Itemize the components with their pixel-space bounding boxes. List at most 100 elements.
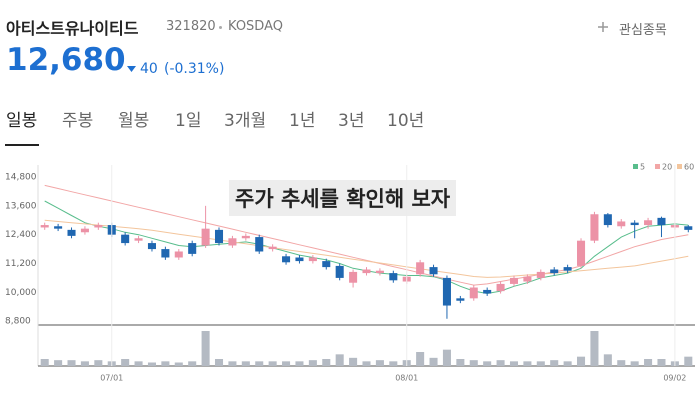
volume-bar — [456, 359, 465, 366]
candle-body — [268, 246, 277, 250]
candle-body — [603, 214, 612, 226]
candle-body — [295, 257, 304, 262]
candle-body — [161, 249, 170, 258]
legend-swatch — [633, 164, 638, 169]
volume-bar — [523, 361, 532, 366]
candle-body — [509, 277, 519, 284]
candle-body — [335, 265, 344, 278]
tab[interactable]: 10년 — [387, 111, 425, 131]
candle-body — [550, 269, 559, 274]
candle-body — [375, 270, 384, 274]
candle-body — [456, 298, 465, 301]
volume-bar — [121, 359, 130, 366]
volume-bar — [536, 361, 545, 366]
volume-bar — [429, 357, 438, 366]
y-tick-label: 10,000 — [5, 288, 37, 298]
tab[interactable]: 일봉 — [6, 111, 38, 131]
candle-body — [241, 235, 250, 239]
volume-bar — [54, 360, 63, 366]
volume-bar — [577, 356, 586, 366]
tab[interactable]: 3개월 — [224, 111, 267, 131]
candle-body — [67, 229, 76, 236]
candle-body — [349, 271, 358, 283]
x-tick-label: 08/01 — [395, 374, 418, 383]
price-change: 40 — [140, 61, 158, 77]
candle-body — [617, 221, 626, 227]
tab[interactable]: 1년 — [289, 111, 316, 131]
candle-body — [469, 287, 478, 299]
candle-body — [496, 283, 505, 292]
volume-bar — [617, 360, 626, 366]
x-tick-label: 07/01 — [100, 374, 123, 383]
volume-bar — [563, 361, 572, 366]
volume-bar — [308, 360, 317, 366]
candle-body — [255, 237, 264, 252]
legend-swatch — [677, 164, 682, 169]
volume-bar — [657, 359, 666, 366]
candle-body — [644, 220, 653, 226]
volume-bar — [684, 356, 693, 366]
volume-bar — [322, 359, 331, 366]
tab[interactable]: 주봉 — [62, 111, 94, 131]
volume-bar — [282, 361, 291, 366]
stock-name: 아티스트유나이티드 — [6, 19, 139, 38]
volume-bar — [201, 331, 210, 366]
volume-bar — [134, 361, 143, 366]
volume-bar — [483, 361, 492, 366]
market: KOSDAQ — [228, 19, 283, 34]
candle-body — [80, 228, 89, 233]
candle-body — [389, 273, 398, 281]
volume-bar — [214, 359, 224, 366]
volume-bar — [188, 361, 197, 366]
candle-body — [577, 240, 586, 266]
candle-body — [630, 222, 639, 226]
candle-body — [442, 277, 451, 306]
legend-label: 20 — [662, 163, 672, 172]
candle-body — [40, 225, 49, 228]
plus-icon[interactable] — [597, 21, 609, 33]
candle-body — [416, 262, 425, 275]
candle-body — [54, 226, 63, 229]
candle-body — [362, 269, 371, 274]
volume-bar — [590, 331, 599, 366]
volume-bar — [268, 361, 277, 366]
candle-body — [201, 228, 210, 246]
volume-bar — [335, 354, 344, 366]
legend-label: 5 — [640, 163, 645, 172]
volume-bar — [94, 360, 103, 366]
candle-body — [322, 261, 331, 268]
volume-bar — [161, 361, 170, 366]
price-change-pct: (-0.31%) — [164, 61, 225, 77]
tab[interactable]: 3년 — [338, 111, 365, 131]
candle-body — [563, 267, 572, 271]
volume-bar — [644, 359, 653, 366]
overlay-caption: 주가 추세를 확인해 보자 — [229, 180, 457, 216]
volume-bar — [80, 361, 89, 366]
volume-bar — [550, 360, 559, 366]
volume-bar — [469, 360, 478, 366]
tab[interactable]: 월봉 — [118, 111, 150, 131]
legend-label: 60 — [684, 163, 694, 172]
stock-code: 321820 — [166, 19, 216, 34]
volume-bar — [362, 361, 371, 366]
watchlist-button[interactable]: 관심종목 — [619, 23, 667, 38]
volume-bar — [496, 360, 505, 366]
candle-body — [657, 217, 666, 226]
moving-average-line — [44, 219, 689, 278]
candle-body — [523, 276, 532, 282]
tab[interactable]: 1일 — [175, 111, 202, 131]
candle-body — [214, 229, 224, 244]
candle-body — [536, 271, 545, 278]
volume-bar — [174, 362, 183, 366]
volume-bar — [442, 349, 451, 366]
price: 12,680 — [6, 42, 126, 78]
candle-body — [121, 234, 130, 244]
y-tick-label: 14,800 — [5, 173, 37, 183]
volume-bar — [375, 360, 384, 366]
volume-bar — [255, 361, 264, 366]
candle-body — [684, 226, 693, 230]
candle-body — [147, 243, 156, 250]
y-tick-label: 11,200 — [5, 259, 37, 269]
volume-bar — [389, 361, 398, 366]
